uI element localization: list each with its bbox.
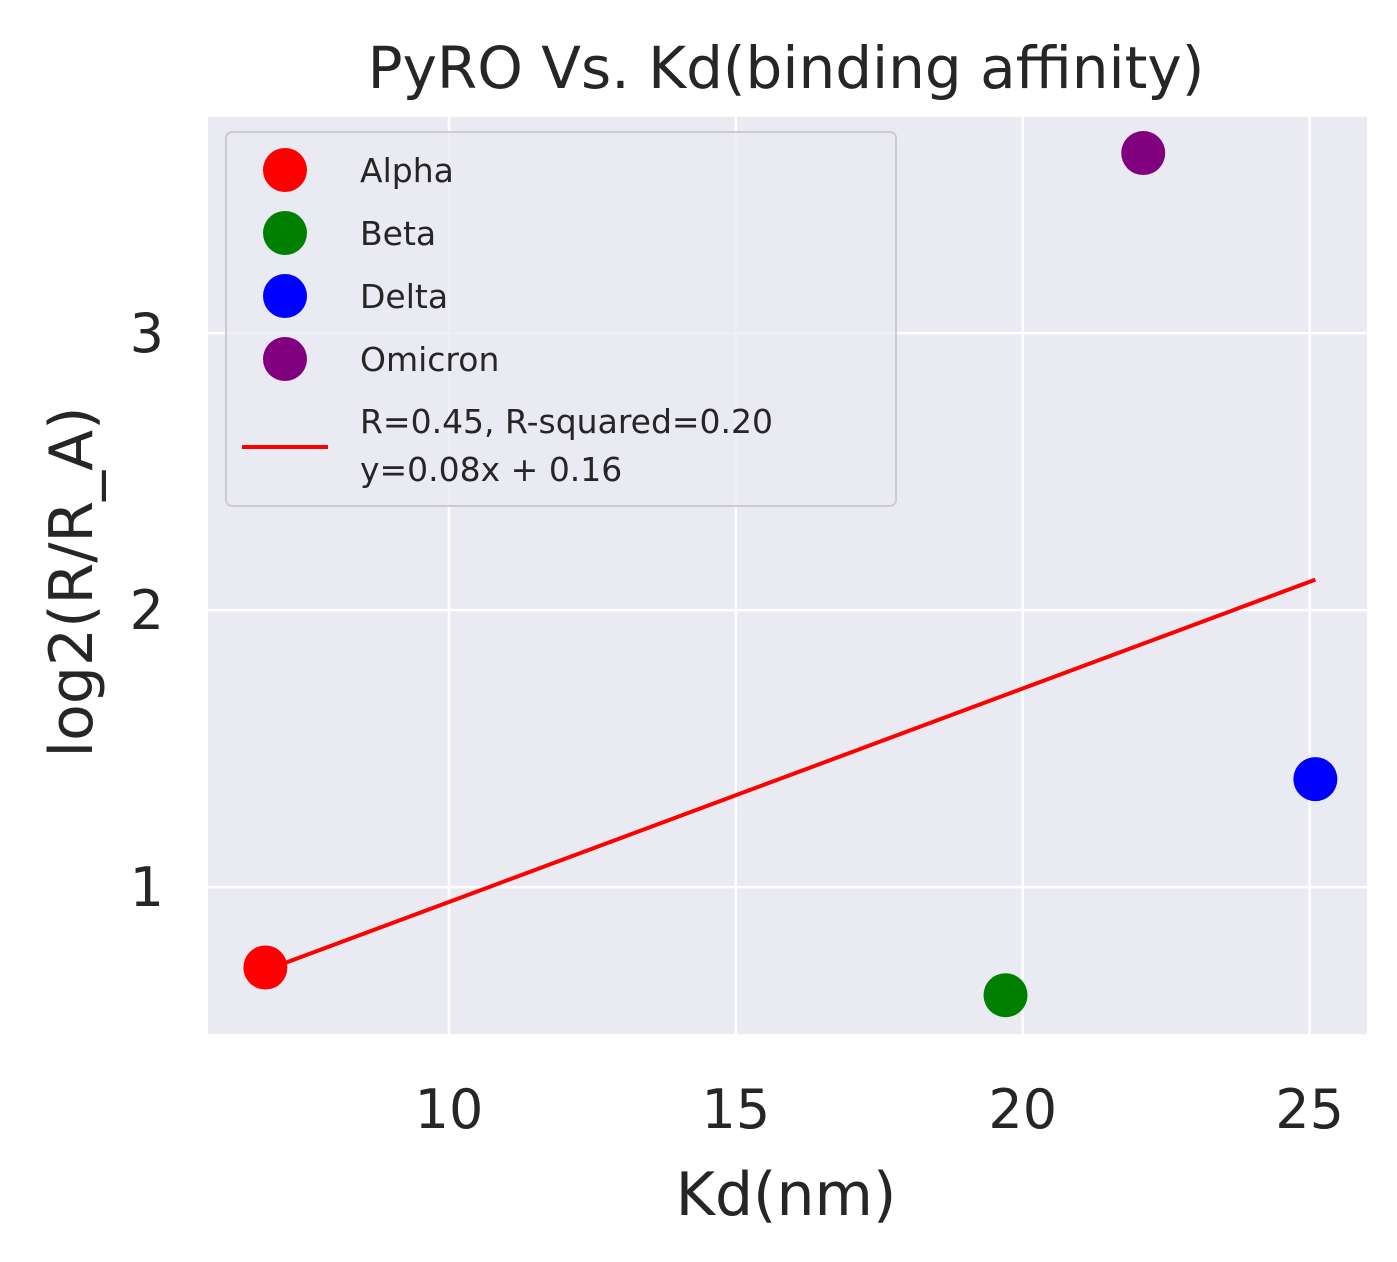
legend-label-fit: R=0.45, R-squared=0.20 [360, 402, 773, 441]
legend-label-beta: Beta [360, 214, 436, 253]
x-axis-label: Kd(nm) [676, 1160, 897, 1230]
legend-marker-alpha [263, 148, 307, 192]
legend-label-alpha: Alpha [360, 151, 454, 190]
point-alpha [243, 945, 288, 990]
legend-label-omicron: Omicron [360, 340, 499, 379]
x-tick-label: 20 [988, 1078, 1057, 1141]
x-tick-label: 10 [415, 1078, 484, 1141]
legend-label-delta: Delta [360, 277, 448, 316]
y-axis-label: log2(R/R_A) [37, 406, 107, 757]
point-delta [1293, 757, 1338, 802]
point-beta [983, 973, 1028, 1018]
regression-line-group [264, 577, 1317, 973]
legend-marker-delta [263, 274, 307, 318]
x-tick-label: 15 [702, 1078, 771, 1141]
legend-box [225, 131, 897, 507]
y-tick-labels: 1 2 3 [130, 302, 164, 919]
y-tick-label: 1 [130, 856, 164, 919]
legend-label-fit: y=0.08x + 0.16 [360, 450, 622, 489]
legend-marker-beta [263, 211, 307, 255]
point-omicron [1121, 131, 1166, 176]
data-points [243, 131, 1338, 1018]
x-tick-label: 25 [1275, 1078, 1344, 1141]
y-tick-label: 2 [130, 579, 164, 642]
regression-line [264, 577, 1317, 973]
x-tick-labels: 10 15 20 25 [415, 1078, 1344, 1141]
legend: Alpha Beta Delta Omicron R=0.45, R-squared=0… [225, 131, 897, 507]
y-tick-label: 3 [130, 302, 164, 365]
chart-title: PyRO Vs. Kd(binding affinity) [368, 34, 1205, 102]
legend-marker-omicron [263, 337, 307, 381]
